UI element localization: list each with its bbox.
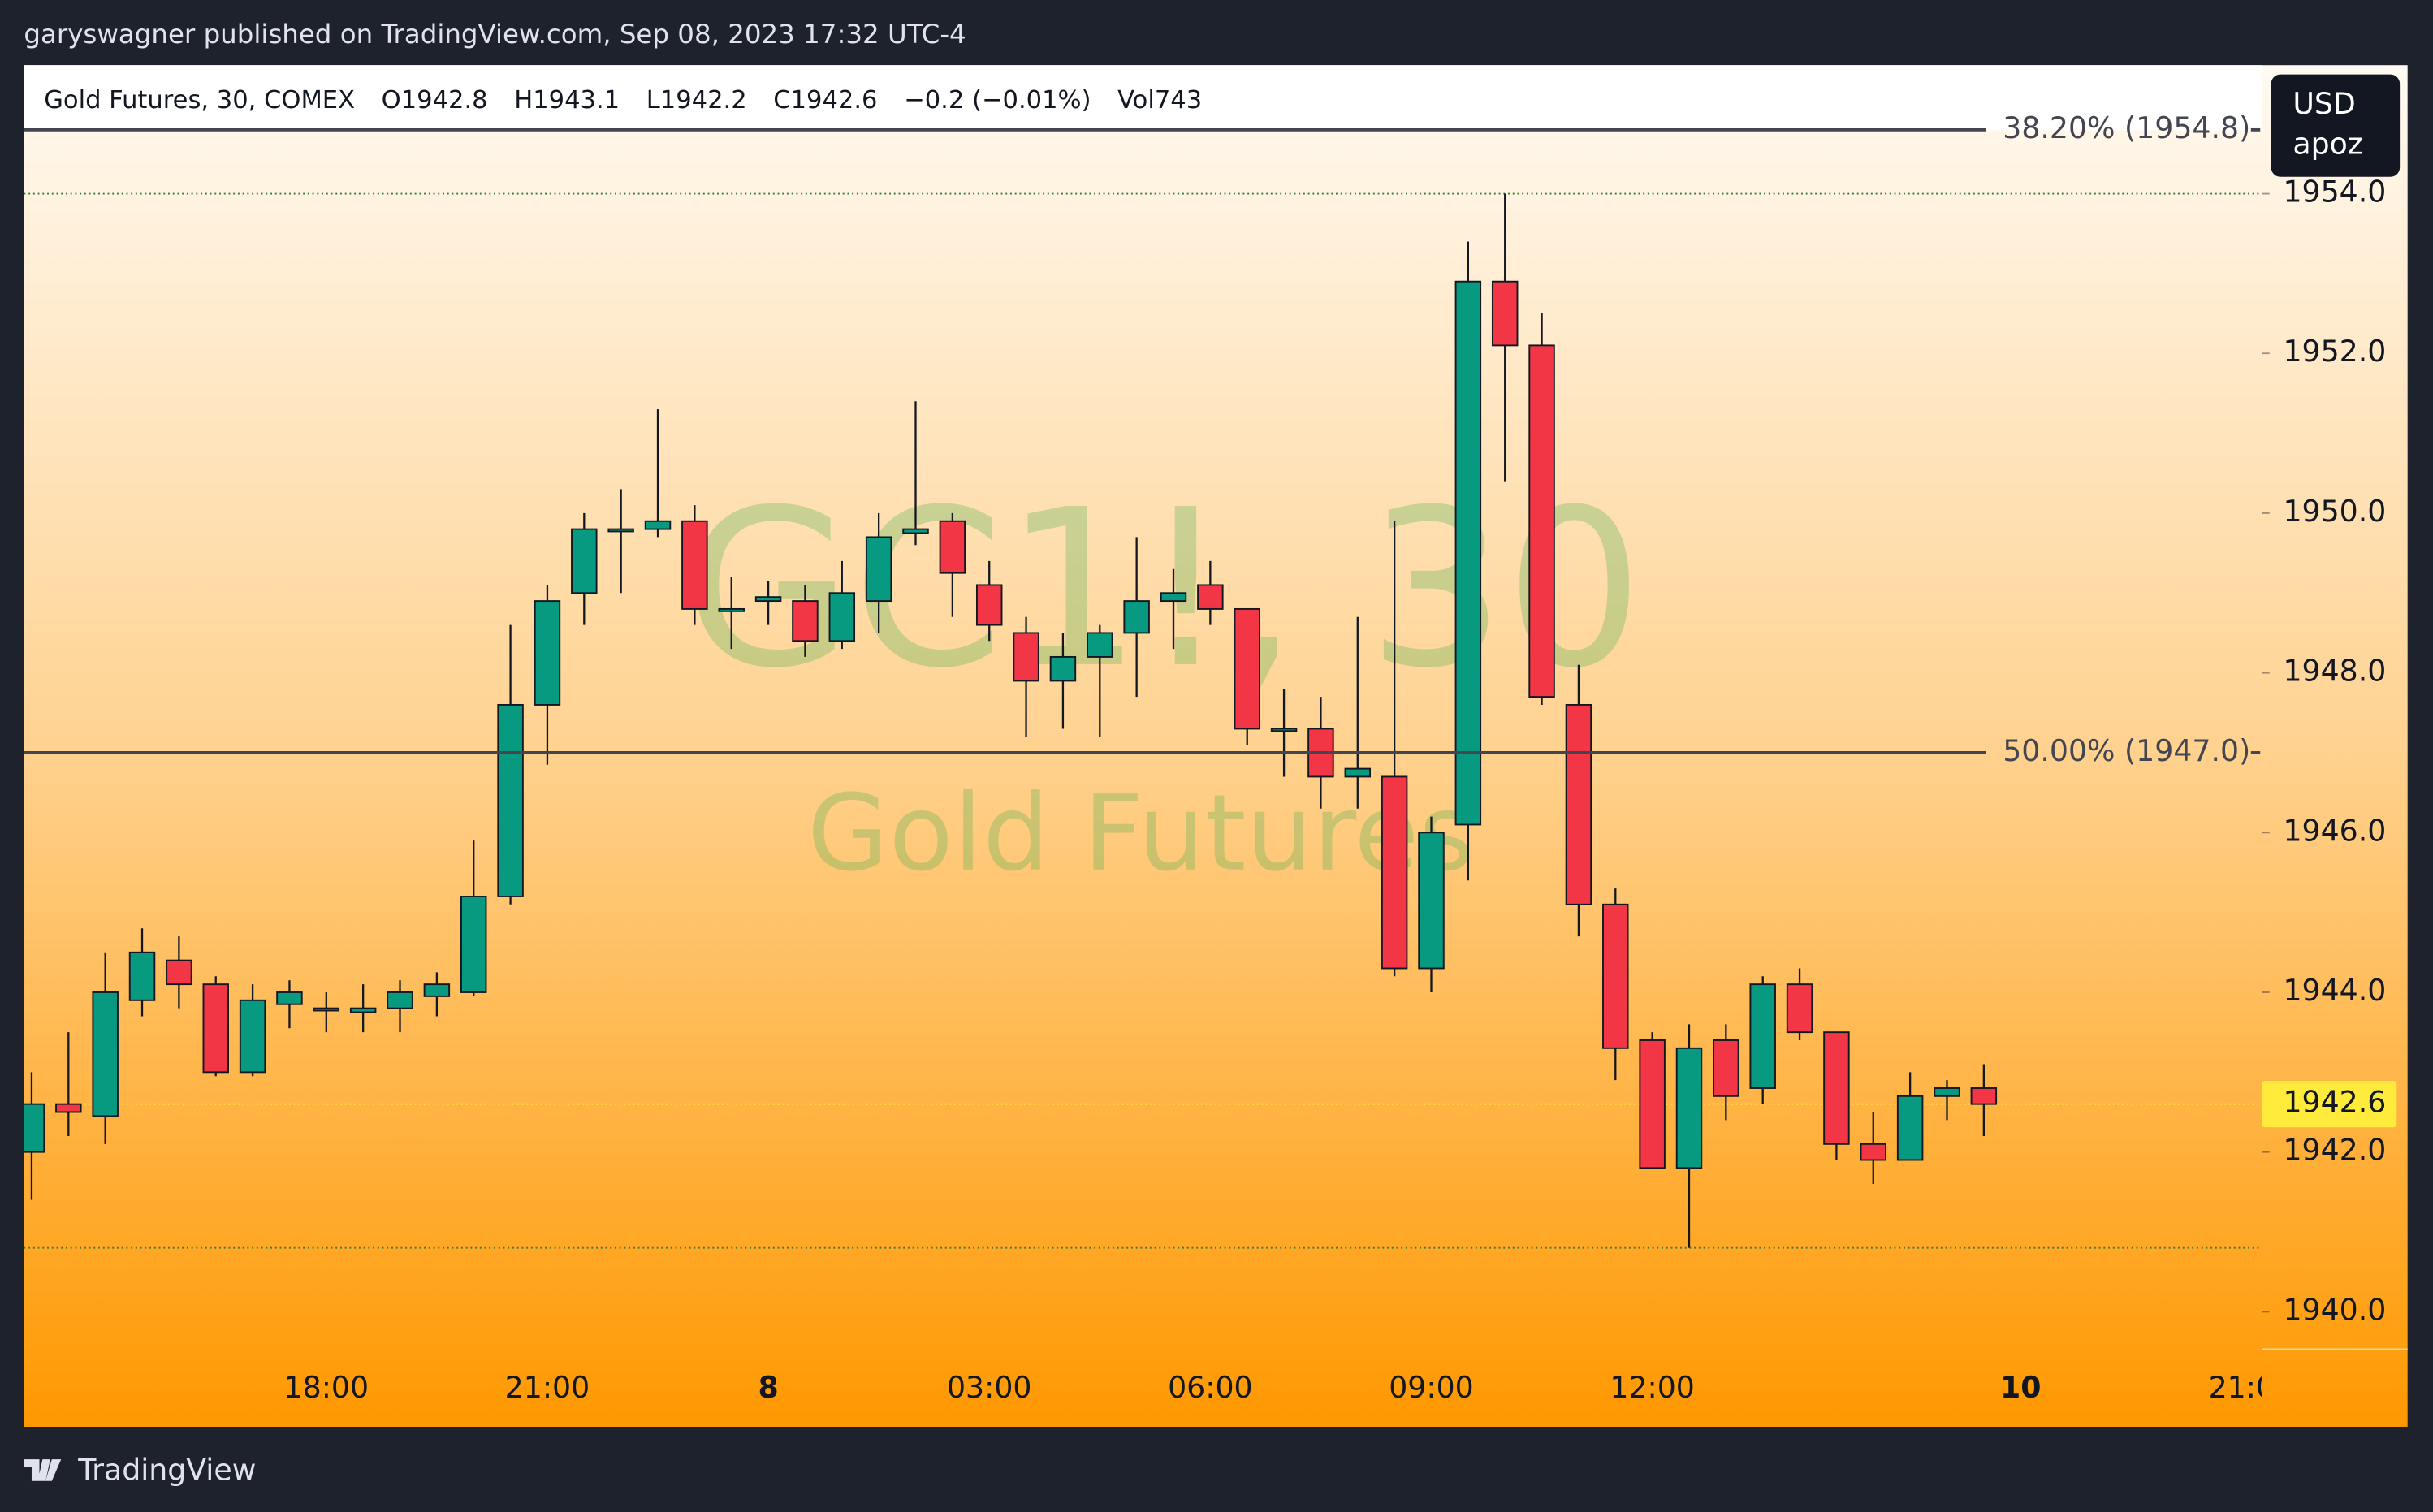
currency-code: USD (2293, 86, 2356, 121)
candle-body (1565, 703, 1592, 905)
candle-body (534, 600, 561, 706)
candle-body (1344, 767, 1372, 778)
currency-unit: apoz (2293, 127, 2362, 162)
legend-open: O1942.8 (382, 86, 488, 114)
candle-body (1639, 1039, 1666, 1169)
candle-body (497, 703, 524, 897)
candle-body (1454, 280, 1482, 826)
y-tick-label: 1954.0 (2283, 175, 2386, 210)
last-price-badge (2262, 1081, 2397, 1128)
candle-body (1749, 983, 1776, 1089)
watermark: GC1!, 30 (684, 464, 1643, 716)
legend-low: L1942.2 (646, 86, 747, 114)
candle-body (1123, 600, 1150, 634)
candle-body (1860, 1143, 1887, 1161)
y-tick-label: 1952.0 (2283, 334, 2386, 369)
y-tick-label: 1942.0 (2283, 1133, 2386, 1168)
candle-body (1234, 607, 1260, 730)
x-tick-label: 18:00 (284, 1370, 369, 1405)
candle-body (423, 983, 451, 997)
currency-badge[interactable] (2271, 74, 2401, 177)
fib-label: 50.00% (1947.0) (2003, 733, 2250, 768)
candle-body (607, 528, 634, 533)
candle-body (128, 951, 156, 1001)
candle-body (1491, 280, 1519, 347)
x-tick-label: 10 (2000, 1370, 2041, 1405)
candle-body (1013, 632, 1039, 682)
candle-body (1602, 903, 1629, 1049)
candle-body (1675, 1047, 1703, 1169)
publisher-line: garyswagner published on TradingView.com… (24, 19, 966, 50)
candle-body (24, 1103, 45, 1153)
candle-body (828, 592, 856, 642)
y-tick-label: 1948.0 (2283, 654, 2386, 689)
fib-label: 38.20% (1954.8) (2003, 110, 2250, 145)
x-tick-label: 8 (758, 1370, 778, 1405)
candle-body (239, 999, 266, 1074)
legend-row: Gold Futures, 30, COMEX O1942.8 H1943.1 … (44, 86, 1202, 114)
candle-body (571, 528, 598, 594)
candle-body (681, 520, 708, 610)
y-tick-label: 1946.0 (2283, 813, 2386, 848)
candle-body (718, 607, 745, 612)
x-tick-label: 21:00 (505, 1370, 590, 1405)
candle-body (1786, 983, 1813, 1034)
candle-body (1823, 1031, 1850, 1145)
y-tick-label: 1940.0 (2283, 1292, 2386, 1327)
y-tick-label: 1950.0 (2283, 494, 2386, 529)
candle-body (1087, 632, 1113, 658)
candle-body (865, 536, 892, 603)
x-tick-label: 09:00 (1389, 1370, 1474, 1405)
legend-high: H1943.1 (514, 86, 620, 114)
candle-body (1381, 775, 1408, 970)
candle-body (1270, 728, 1298, 732)
candle-body (1049, 655, 1077, 682)
candle-body (55, 1103, 82, 1113)
x-tick-label: 12:00 (1610, 1370, 1695, 1405)
candle-body (92, 991, 119, 1117)
candle-body (202, 983, 229, 1074)
watermark-subtitle: Gold Futures (807, 771, 1474, 895)
candle-body (754, 596, 782, 603)
candle-body (939, 520, 966, 574)
candle-body (644, 520, 672, 530)
chart-pane (24, 65, 2408, 1427)
candle-body (387, 991, 413, 1009)
x-tick-label: 06:00 (1168, 1370, 1253, 1405)
candle-body (1418, 832, 1445, 970)
logo-icon (24, 1459, 62, 1481)
candle-body (1896, 1095, 1924, 1161)
last-price-label: 1942.6 (2283, 1085, 2386, 1120)
candle-body (1197, 584, 1224, 610)
candle-body (975, 584, 1003, 626)
candle-body (276, 991, 303, 1005)
candle-body (460, 896, 487, 993)
tradingview-logo: TradingView (24, 1452, 256, 1487)
candle-body (1528, 344, 1555, 698)
candle-body (1970, 1087, 1998, 1105)
legend-volume: Vol743 (1117, 86, 1202, 114)
legend-symbol: Gold Futures, 30, COMEX (44, 86, 355, 114)
x-tick-label: 03:00 (947, 1370, 1032, 1405)
candle-body (313, 1007, 340, 1012)
x-tick-label: 21:0 (2209, 1370, 2275, 1405)
candle-body (902, 528, 929, 534)
candle-body (1160, 592, 1187, 603)
candle-body (1934, 1087, 1960, 1097)
candle-body (792, 600, 819, 642)
time-axis: 18:00 21:00 8 03:00 06:00 09:00 12:00 10 21:0 (284, 1370, 2275, 1405)
legend-change: −0.2 (−0.01%) (904, 86, 1091, 114)
plot-area (24, 192, 2262, 1249)
candle-body (1713, 1039, 1739, 1097)
legend-bar (24, 65, 2262, 131)
y-tick-label: 1944.0 (2283, 973, 2386, 1008)
candle-body (166, 959, 192, 986)
candle-body (349, 1007, 377, 1013)
legend-close: C1942.6 (773, 86, 877, 114)
footer-brand: TradingView (77, 1452, 256, 1487)
